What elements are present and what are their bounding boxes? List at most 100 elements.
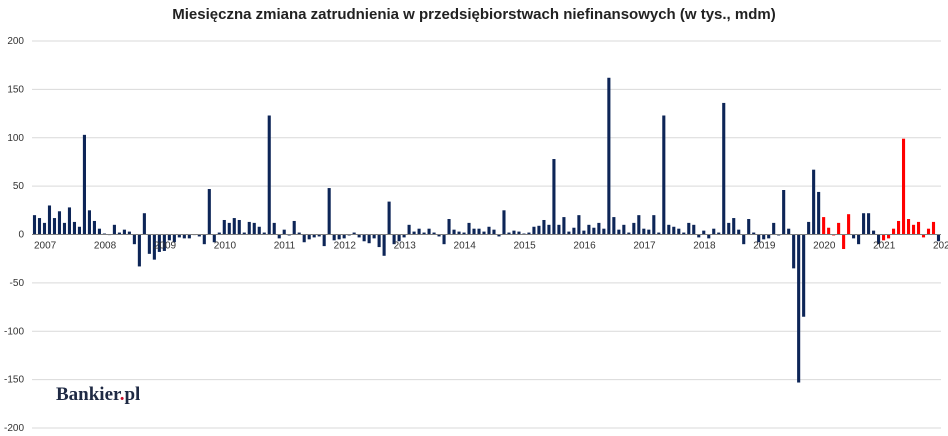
bar: [467, 222, 471, 235]
bar: [557, 224, 561, 235]
bar: [422, 232, 426, 235]
x-tick-label: 2009: [154, 241, 177, 252]
bar: [567, 231, 571, 235]
bar: [367, 234, 371, 244]
bar: [577, 215, 581, 235]
bar: [772, 222, 776, 235]
bar: [792, 234, 796, 269]
bar: [482, 231, 486, 235]
y-tick-label: 50: [13, 181, 25, 192]
bar: [317, 234, 321, 237]
bar: [617, 229, 621, 235]
y-tick-label: 100: [7, 133, 24, 144]
bar: [172, 234, 176, 243]
bar: [632, 222, 636, 235]
bar: [737, 229, 741, 235]
x-tick-labels: 2007 2008 2009 2010 2011 2012 2013 2014 2015 2016…: [34, 241, 948, 252]
bar: [137, 234, 141, 267]
bar: [302, 234, 306, 243]
bar: [782, 190, 786, 235]
bar: [52, 218, 57, 235]
bar: [177, 234, 181, 238]
bar: [382, 234, 386, 256]
x-tick-label: 2022: [933, 241, 948, 252]
y-tick-label: -150: [4, 375, 24, 386]
bar: [887, 234, 891, 239]
brand-tld: pl: [124, 384, 141, 405]
bar: [292, 220, 296, 235]
bar: [162, 234, 166, 251]
bar: [682, 232, 686, 235]
bar: [702, 230, 706, 235]
bar: [357, 234, 361, 238]
x-tick-label: 2015: [513, 241, 536, 252]
bar: [727, 222, 731, 235]
bar: [647, 229, 651, 235]
bar: [352, 232, 356, 235]
bar: [837, 222, 841, 235]
bar: [897, 220, 901, 235]
bar: [752, 232, 756, 235]
bar: [512, 230, 516, 235]
bar: [37, 218, 42, 235]
bar: [112, 224, 116, 235]
bar: [312, 234, 316, 238]
bar: [212, 234, 216, 243]
bar: [167, 234, 171, 241]
bar: [802, 234, 806, 317]
bar: [906, 219, 911, 235]
bar: [142, 213, 146, 235]
bar: [717, 232, 721, 235]
bar: [412, 231, 416, 235]
bar: [742, 234, 746, 245]
bar: [547, 224, 551, 235]
brand-dot: .: [119, 384, 125, 405]
bar: [862, 213, 866, 235]
bar: [457, 231, 461, 235]
bar: [397, 234, 401, 242]
x-tick-label: 2017: [633, 241, 656, 252]
y-tick-label: 150: [7, 84, 24, 95]
bar: [322, 234, 326, 247]
bar: [607, 77, 611, 235]
bar: [872, 230, 876, 235]
bar: [67, 207, 72, 235]
bar: [692, 224, 696, 235]
bar: [187, 234, 191, 239]
bar: [487, 226, 491, 235]
x-tick-label: 2013: [394, 241, 417, 252]
bar: [297, 232, 301, 235]
bar: [807, 221, 811, 235]
bar: [911, 224, 916, 235]
bar: [402, 234, 406, 238]
bar: [272, 222, 276, 235]
bar: [432, 232, 436, 235]
bar: [822, 217, 826, 235]
y-tick-labels: 200 150 100 50 0 -50 -100 -150 -200: [4, 36, 24, 434]
brand-name: Bankier: [56, 384, 120, 405]
bar: [47, 205, 52, 235]
bar: [157, 234, 161, 252]
chart-title: Miesięczna zmiana zatrudnienia w przedsi…: [172, 6, 776, 23]
bar: [267, 115, 271, 235]
bar: [502, 210, 506, 235]
bar: [477, 228, 481, 235]
bar: [252, 222, 256, 235]
bar: [627, 232, 631, 235]
bar: [372, 234, 376, 239]
bar: [901, 138, 906, 235]
bar: [387, 201, 391, 235]
bar: [797, 234, 801, 383]
bar: [892, 228, 896, 235]
bar: [612, 217, 616, 235]
bar: [307, 234, 311, 240]
y-tick-label: -50: [10, 278, 25, 289]
bar: [592, 227, 596, 235]
y-tick-label: -100: [4, 326, 24, 337]
bar: [377, 234, 381, 248]
bar: [92, 220, 96, 235]
x-tick-label: 2014: [454, 241, 477, 252]
bar: [507, 232, 511, 235]
bar: [197, 234, 201, 237]
bar: [117, 232, 121, 235]
